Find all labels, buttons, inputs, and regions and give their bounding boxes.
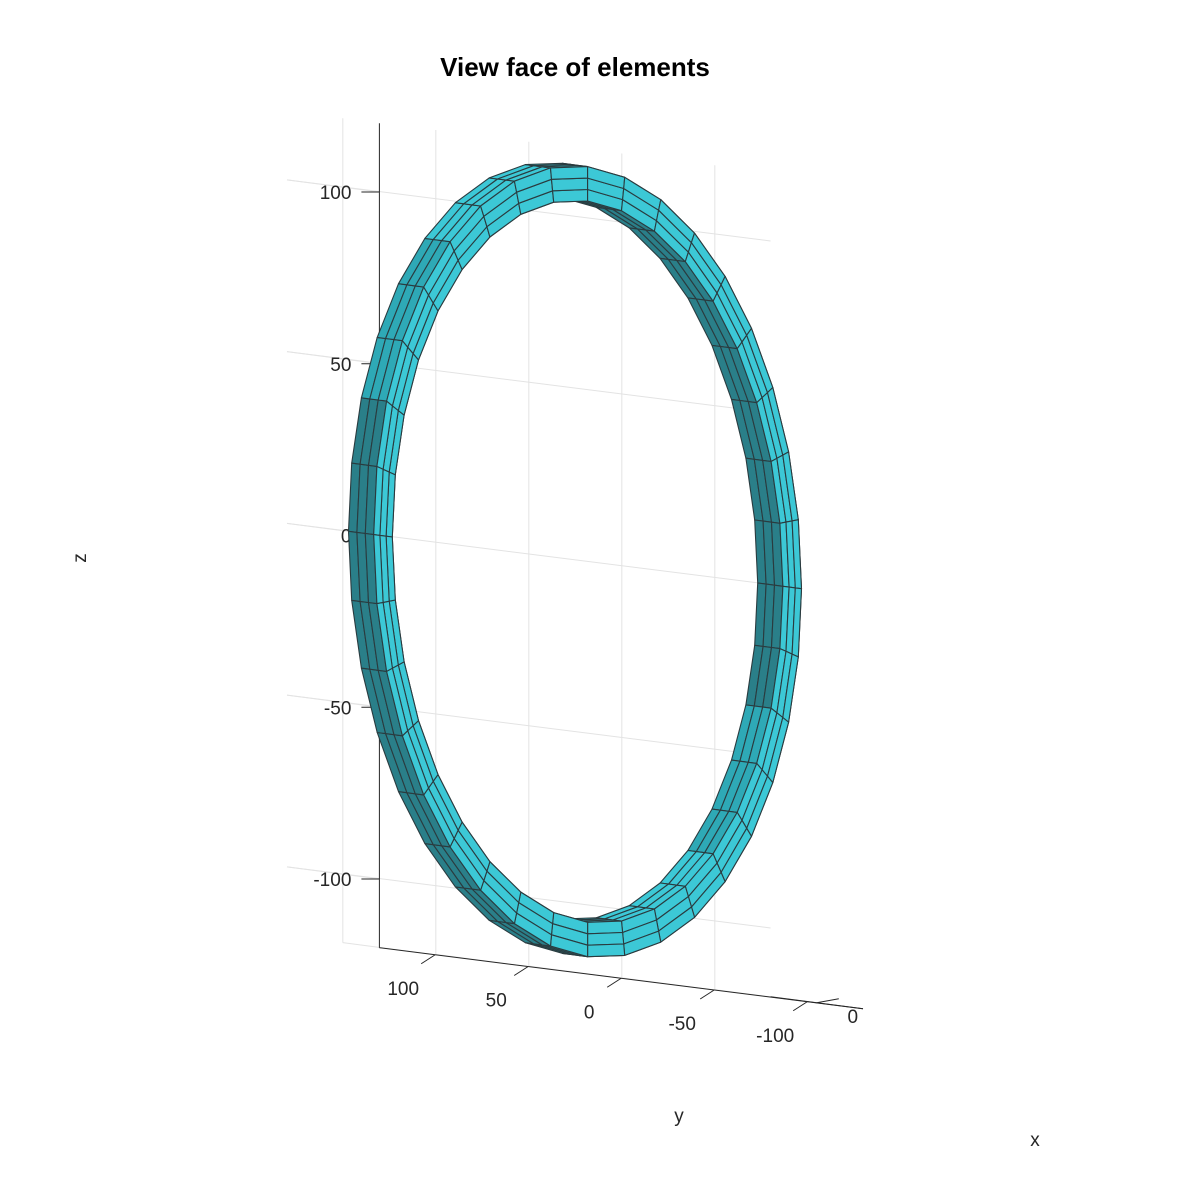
y-axis-label: y bbox=[674, 1106, 684, 1127]
z-tick-label: 100 bbox=[320, 183, 352, 204]
ring-facet-front bbox=[549, 166, 589, 180]
ring-facet-front bbox=[373, 534, 384, 605]
y-tick-mark bbox=[513, 966, 529, 976]
z-tick-label: 50 bbox=[330, 355, 351, 376]
z-tick-label: -100 bbox=[313, 870, 351, 891]
z-tick-label: -50 bbox=[324, 698, 351, 719]
grid-line-side bbox=[286, 179, 380, 193]
y-tick-mark bbox=[792, 1001, 808, 1012]
y-tick-mark bbox=[699, 989, 715, 1000]
grid-line-side bbox=[286, 866, 380, 880]
x-tick-label: 0 bbox=[848, 1007, 859, 1028]
chart-title: View face of elements bbox=[440, 52, 710, 82]
ring-facet-front bbox=[550, 177, 589, 192]
ring-facet-front bbox=[552, 188, 589, 203]
y-tick-label: 50 bbox=[486, 991, 507, 1012]
ring-facet-front bbox=[587, 920, 624, 935]
grid-line-side bbox=[286, 351, 380, 365]
y-tick-label: 0 bbox=[584, 1002, 595, 1023]
y-tick-label: -50 bbox=[668, 1014, 695, 1035]
y-tick-label: -100 bbox=[756, 1026, 794, 1047]
z-tick-label: 0 bbox=[341, 527, 352, 548]
y-tick-mark bbox=[420, 954, 436, 965]
grid-line-side bbox=[286, 694, 380, 708]
ring-mesh bbox=[347, 162, 803, 958]
z-axis-label: z bbox=[70, 553, 91, 563]
y-tick-label: 100 bbox=[387, 979, 419, 1000]
y-tick-mark bbox=[606, 977, 622, 988]
ring-facet-front bbox=[587, 931, 625, 946]
ring-facet-front bbox=[587, 943, 626, 958]
x-tick-mark bbox=[816, 998, 839, 1004]
x-axis-label: x bbox=[1030, 1130, 1040, 1151]
axes: 100 50 0 -50 -100 100 50 0 -50 -100 0 bbox=[313, 123, 864, 1047]
